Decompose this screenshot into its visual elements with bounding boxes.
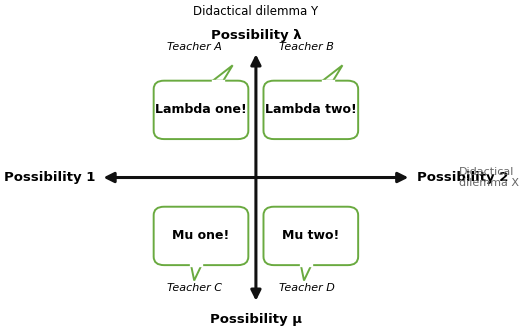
Text: Possibility λ: Possibility λ (210, 29, 301, 42)
Text: Teacher A: Teacher A (167, 42, 222, 52)
Polygon shape (323, 65, 342, 81)
Text: Possibility 2: Possibility 2 (417, 171, 508, 184)
Text: Lambda one!: Lambda one! (155, 104, 247, 116)
Text: Didactical dilemma Y: Didactical dilemma Y (193, 5, 318, 18)
FancyBboxPatch shape (264, 81, 358, 139)
FancyBboxPatch shape (153, 81, 248, 139)
Text: Teacher D: Teacher D (279, 283, 335, 293)
FancyBboxPatch shape (153, 207, 248, 265)
Text: Lambda two!: Lambda two! (265, 104, 357, 116)
FancyBboxPatch shape (264, 207, 358, 265)
Polygon shape (191, 265, 201, 281)
Text: Possibility μ: Possibility μ (210, 313, 302, 326)
Text: Teacher C: Teacher C (167, 283, 222, 293)
Text: Mu two!: Mu two! (282, 229, 339, 242)
Polygon shape (213, 65, 233, 81)
Text: Didactical
dilemma X: Didactical dilemma X (458, 167, 518, 188)
Text: Possibility 1: Possibility 1 (4, 171, 95, 184)
Text: Mu one!: Mu one! (172, 229, 230, 242)
Polygon shape (301, 265, 311, 281)
Text: Teacher B: Teacher B (279, 42, 334, 52)
